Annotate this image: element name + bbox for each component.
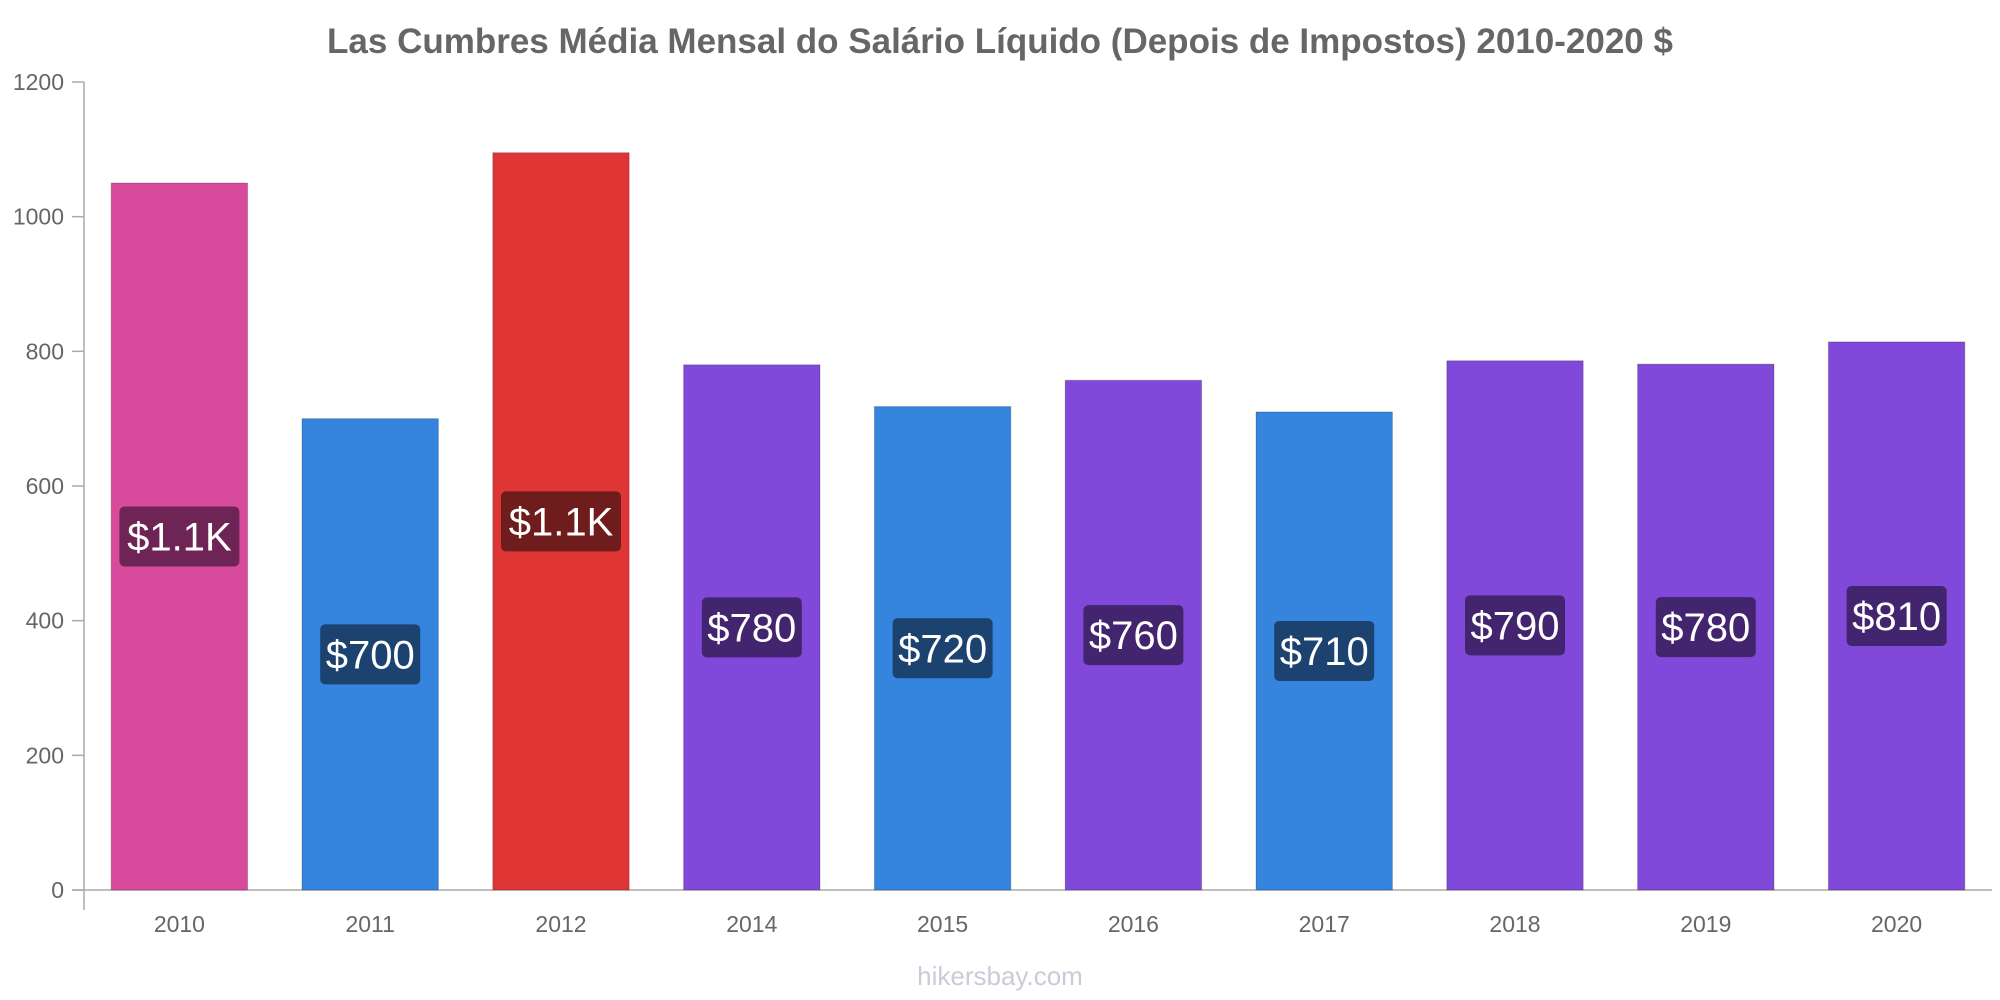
value-label-2014: $780 <box>701 597 802 658</box>
value-label-2017: $710 <box>1274 620 1375 681</box>
value-label-2020: $810 <box>1846 585 1947 646</box>
x-tick-label: 2010 <box>154 911 205 937</box>
x-tick-label: 2011 <box>345 911 394 937</box>
value-label-box <box>320 624 421 685</box>
y-tick-label: 800 <box>26 338 64 364</box>
value-label-text: $780 <box>707 606 796 650</box>
value-label-2019: $780 <box>1655 597 1756 658</box>
value-label-text: $710 <box>1280 630 1369 674</box>
value-label-box <box>701 597 802 658</box>
x-tick-label: 2017 <box>1299 911 1350 937</box>
value-label-box <box>1083 605 1184 666</box>
x-tick-label: 2020 <box>1871 911 1922 937</box>
value-label-box <box>892 618 993 679</box>
value-label-text: $1.1K <box>127 516 232 560</box>
y-tick-label: 1200 <box>13 69 64 95</box>
value-label-box <box>1655 597 1756 658</box>
y-tick-label: 200 <box>26 742 64 768</box>
value-label-2015: $720 <box>892 618 993 679</box>
bar-value-labels: $1.1K $700 $1.1K $780 $720 $760 $710 $790 $780 $8… <box>119 491 1947 685</box>
bars <box>110 152 1966 891</box>
value-label-text: $700 <box>326 633 415 677</box>
value-label-text: $790 <box>1471 604 1560 648</box>
y-tick-label: 0 <box>51 877 64 903</box>
value-label-2016: $760 <box>1083 605 1184 666</box>
value-label-box <box>501 491 621 552</box>
y-axis: 0 200 400 600 800 1000 1200 <box>13 69 85 910</box>
value-label-2011: $700 <box>320 624 421 685</box>
value-label-text: $1.1K <box>509 500 614 544</box>
value-label-2018: $790 <box>1465 595 1565 656</box>
x-tick-label: 2015 <box>917 911 968 937</box>
y-tick-label: 400 <box>26 608 64 634</box>
chart-title: Las Cumbres Média Mensal do Salário Líqu… <box>327 22 1673 61</box>
value-label-text: $810 <box>1852 595 1941 639</box>
value-label-text: $720 <box>898 627 987 671</box>
value-label-text: $760 <box>1089 614 1178 658</box>
x-axis: 2010 2011 2012 2014 2015 2016 2017 2018 2019 2020 <box>72 889 1992 937</box>
x-tick-label: 2016 <box>1108 911 1159 937</box>
value-label-box <box>119 506 240 567</box>
value-label-2010: $1.1K <box>119 506 240 567</box>
value-label-text: $780 <box>1661 606 1750 650</box>
value-label-2012: $1.1K <box>501 491 621 552</box>
value-label-box <box>1274 620 1375 681</box>
value-label-box <box>1465 595 1565 656</box>
x-tick-label: 2019 <box>1680 911 1731 937</box>
x-tick-label: 2014 <box>726 911 777 937</box>
x-tick-label: 2018 <box>1489 911 1540 937</box>
x-tick-label: 2012 <box>535 911 586 937</box>
y-tick-label: 600 <box>26 473 64 499</box>
y-tick-label: 1000 <box>13 204 64 230</box>
watermark: hikersbay.com <box>917 961 1083 991</box>
value-label-box <box>1846 585 1947 646</box>
